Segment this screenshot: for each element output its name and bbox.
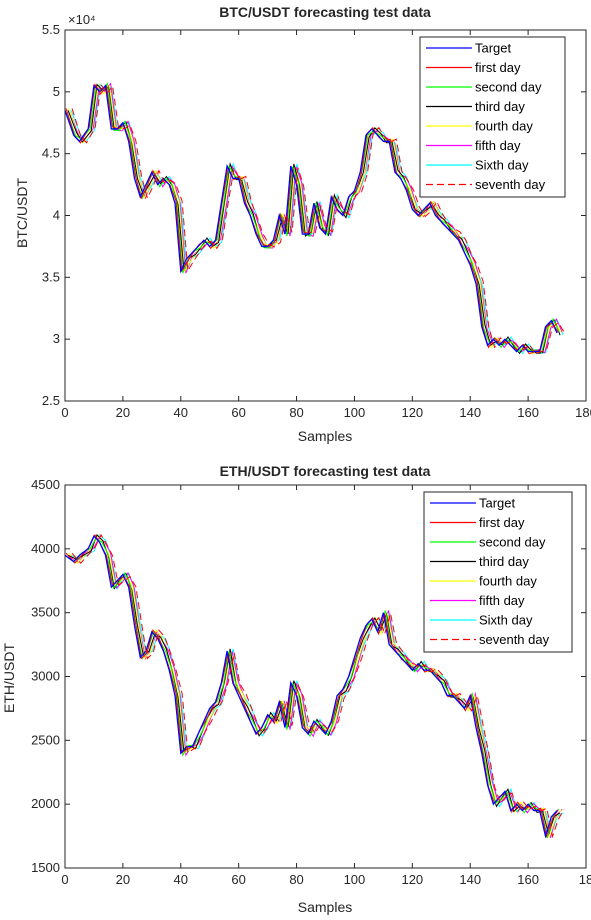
chart-title: ETH/USDT forecasting test data [220,463,431,479]
x-tick-label: 40 [174,872,188,887]
legend-label: Target [475,41,512,56]
y-tick-label: 1500 [31,860,60,875]
series-line-3 [66,82,560,354]
y-tick-label: 4000 [31,541,60,556]
series-line-7 [70,533,564,836]
y-ticks: 1500 2000 2500 3000 3500 4000 4500 [31,477,586,875]
x-axis-label: Samples [298,899,352,915]
legend-label: Sixth day [475,158,529,173]
y-ticks: 2.5 3 3.5 4 4.5 5 5.5 [42,22,586,408]
y-tick-label: 3 [53,331,60,346]
legend-label: seventh day [479,632,550,647]
y-tick-label: 3.5 [42,269,60,284]
x-tick-label: 160 [517,405,539,420]
series-line-2 [65,533,559,839]
y-tick-label: 4500 [31,477,60,492]
x-tick-label: 120 [401,872,423,887]
legend-label: second day [479,535,546,550]
x-tick-label: 20 [116,872,130,887]
series-line-1 [64,534,558,839]
legend-label: Target [479,496,516,511]
y-tick-label: 4 [53,208,60,223]
y-tick-label: 2.5 [42,393,60,408]
series-group [64,82,565,355]
x-tick-label: 60 [231,405,245,420]
x-tick-label: 20 [116,405,130,420]
y-exponent-label: ×10⁴ [68,12,96,27]
legend: Target first day second day third day fourth… [419,36,566,198]
x-tick-label: 80 [289,405,303,420]
legend-label: Sixth day [479,613,533,628]
legend-label: third day [475,99,525,114]
series-line-8 [71,83,565,355]
plot-frame [64,484,587,869]
series-line-1 [64,84,558,353]
series-line-4 [67,533,561,836]
y-tick-label: 4.5 [42,146,60,161]
y-tick-label: 2500 [31,732,60,747]
legend-label: seventh day [475,177,546,192]
y-axis-label: BTC/USDT [14,178,30,248]
x-tick-label: 120 [401,405,423,420]
x-tick-label: 100 [344,405,366,420]
x-tick-label: 0 [61,405,68,420]
legend-label: third day [479,554,529,569]
x-tick-label: 40 [174,405,188,420]
x-axis-label: Samples [298,428,352,444]
legend-box [419,36,566,198]
chart-btc: BTC/USDT forecasting test data ×10⁴ BTC/… [14,4,591,444]
x-tick-label: 180 [575,405,591,420]
x-ticks: 0 20 40 60 80 100 120 140 160 18 [61,485,591,887]
y-tick-label: 5 [53,84,60,99]
y-tick-label: 3500 [31,605,60,620]
series-group [64,533,565,839]
legend-label: fourth day [475,119,533,134]
chart-eth: ETH/USDT forecasting test data ETH/USDT … [1,463,591,915]
y-tick-label: 5.5 [42,22,60,37]
y-axis-label: ETH/USDT [1,643,17,713]
chart-title: BTC/USDT forecasting test data [219,4,431,20]
x-tick-label: 60 [231,872,245,887]
legend-label: second day [475,80,542,95]
x-tick-label: 100 [344,872,366,887]
x-tick-label: 80 [289,872,303,887]
x-tick-label: 18 [579,872,591,887]
plot-frame [64,29,587,402]
x-tick-label: 140 [459,872,481,887]
x-tick-label: 160 [517,872,539,887]
series-line-8 [71,533,565,839]
y-tick-label: 3000 [31,669,60,684]
legend-label: fourth day [479,574,537,589]
x-tick-label: 0 [61,872,68,887]
legend-label: first day [475,60,521,75]
legend-label: fifth day [479,593,525,608]
x-tick-label: 140 [459,405,481,420]
series-line-5 [68,533,562,839]
legend-box [423,491,573,653]
legend-label: first day [479,515,525,530]
y-tick-label: 2000 [31,796,60,811]
legend-label: fifth day [475,138,521,153]
legend: Target first day second day third day fourth… [423,491,573,653]
